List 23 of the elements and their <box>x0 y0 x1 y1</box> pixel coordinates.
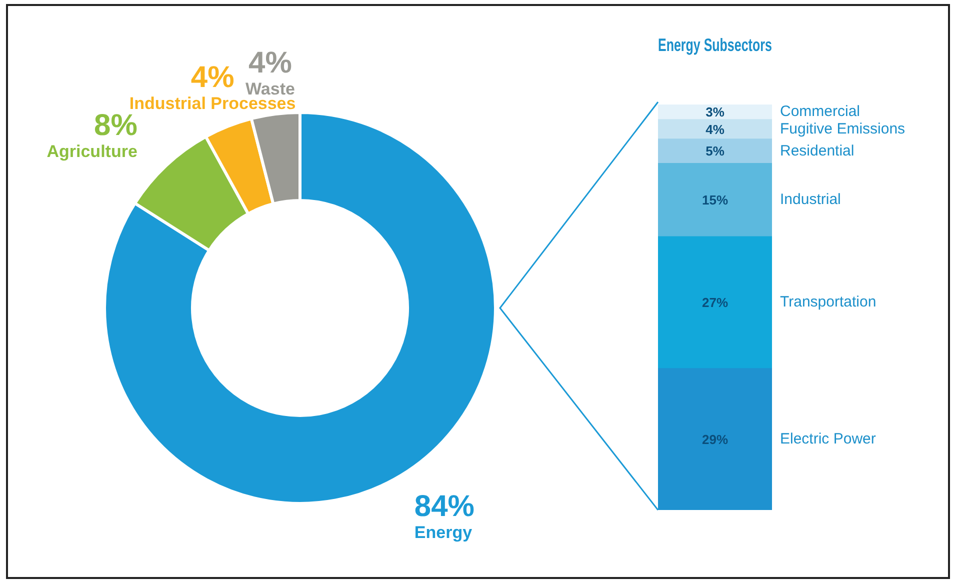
series-label: Commercial <box>780 103 860 120</box>
slice-label: Energy <box>414 523 473 542</box>
data-label: 4% <box>706 122 725 137</box>
data-label: 15% <box>702 192 728 208</box>
data-label: 5% <box>706 144 725 159</box>
bar <box>658 163 772 237</box>
bar <box>658 236 772 369</box>
series-label: Industrial <box>780 191 841 208</box>
series-label: Residential <box>780 142 854 160</box>
bar <box>658 119 772 140</box>
bar <box>658 368 772 510</box>
bar <box>658 138 772 164</box>
data-label: 3% <box>706 104 725 120</box>
data-label: 4% <box>190 61 234 94</box>
data-label: 4% <box>248 46 292 80</box>
series-label: Electric Power <box>780 430 876 448</box>
series-label: Transportation <box>780 294 876 311</box>
data-label: 27% <box>702 295 728 310</box>
chart-title: Energy Subsectors <box>658 36 772 56</box>
series-label: Fugitive Emissions <box>780 120 906 138</box>
data-label: 29% <box>702 432 728 447</box>
slice-label: Agriculture <box>46 142 138 161</box>
data-label: 84% <box>414 490 474 524</box>
